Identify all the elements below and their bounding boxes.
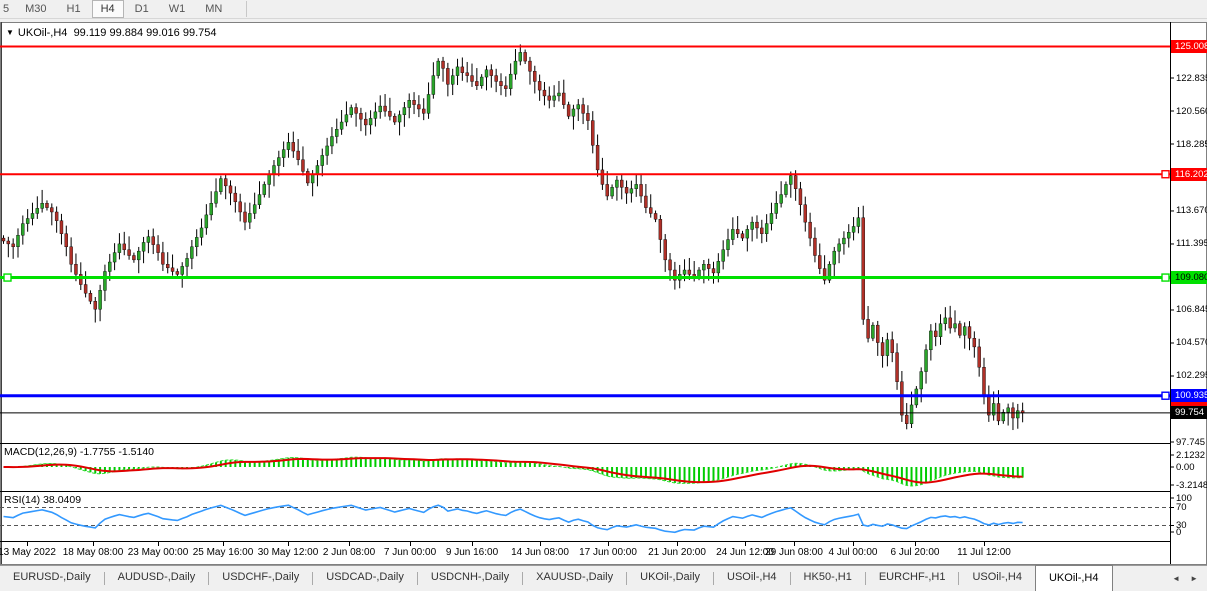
rsi-indicator-label: RSI(14) 38.0409	[4, 494, 82, 506]
price-tick: 120.560	[1176, 105, 1207, 117]
chart-tab-usoil-h4[interactable]: USOil-,H4	[727, 571, 777, 583]
chart-tab-usdcnh-daily[interactable]: USDCNH-,Daily	[430, 571, 510, 583]
macd-scale-tick: 0.00	[1176, 461, 1195, 473]
symbol-tabbar: EURUSD-,Daily AUDUSD-,Daily USDCHF-,Daily U…	[0, 565, 1207, 591]
date-tick-label: 9 Jun 16:00	[445, 547, 499, 558]
chart-tab-usdcad-daily[interactable]: USDCAD-,Daily	[326, 571, 404, 583]
chart-tab-usdchf-daily[interactable]: USDCHF-,Daily	[222, 571, 300, 583]
chart-tab-ukoil-h4[interactable]: UKOil-,H4	[1034, 565, 1113, 591]
rsi-scale-tick: 0	[1176, 526, 1182, 538]
hline-price-badge: 125.008	[1171, 39, 1207, 53]
price-tick: 113.670	[1176, 205, 1207, 217]
price-tick: 111.395	[1176, 238, 1207, 250]
toolbar-separator	[246, 1, 248, 17]
timeframe-toolbar: 5 M30 H1 H4 D1 W1 MN	[0, 0, 1207, 19]
hline-price-badge: 100.935	[1171, 389, 1207, 403]
price-tick: 118.285	[1176, 138, 1207, 150]
price-tick: 106.845	[1176, 304, 1207, 316]
tab-scroll-left-icon[interactable]: ◄	[1172, 574, 1181, 583]
date-tick-label: 17 Jun 00:00	[579, 547, 637, 558]
date-tick-label: 23 May 00:00	[127, 547, 189, 558]
date-tick-label: 6 Jul 20:00	[890, 547, 940, 558]
date-tick-label: 13 May 2022	[0, 547, 56, 558]
timeframe-button-5[interactable]: 5	[3, 3, 10, 15]
hline-price-badge: 109.080	[1171, 271, 1207, 285]
timeframe-button-d1[interactable]: D1	[134, 3, 149, 15]
chart-tab-eurusd-daily[interactable]: EURUSD-,Daily	[13, 571, 91, 583]
date-tick-label: 25 May 16:00	[192, 547, 254, 558]
tab-scroll-arrows: ◄ ►	[1167, 566, 1207, 591]
date-tick-label: 18 May 08:00	[62, 547, 124, 558]
tab-divider	[416, 572, 418, 585]
date-tick-label: 2 Jun 08:00	[322, 547, 376, 558]
tab-divider	[713, 572, 715, 585]
timeframe-button-m30[interactable]: M30	[25, 3, 47, 15]
chevron-down-icon[interactable]: ▼	[6, 28, 14, 37]
current-price-badge: 99.754	[1171, 406, 1207, 420]
tab-divider	[208, 572, 210, 585]
date-tick-label: 30 May 12:00	[257, 547, 319, 558]
macd-scale-tick: 2.1232	[1176, 449, 1206, 461]
tab-divider	[626, 572, 628, 585]
chart-tab-usoil-h4[interactable]: USOil-,H4	[972, 571, 1022, 583]
date-tick-label: 4 Jul 00:00	[828, 547, 878, 558]
hline-price-badge: 116.202	[1171, 167, 1207, 181]
rsi-scale-tick: 70	[1176, 502, 1187, 513]
price-tick: 104.570	[1176, 337, 1207, 349]
chart-tab-audusd-daily[interactable]: AUDUSD-,Daily	[117, 571, 196, 583]
price-tick: 122.835	[1176, 72, 1207, 84]
date-tick-label: 11 Jul 12:00	[957, 547, 1011, 558]
date-tick-label: 21 Jun 20:00	[648, 547, 706, 558]
tab-divider	[103, 572, 105, 585]
macd-indicator-label: MACD(12,26,9) -1.7755 -1.5140	[4, 446, 154, 458]
date-tick-label: 14 Jun 08:00	[511, 547, 569, 558]
macd-scale-tick: -3.2148	[1176, 479, 1207, 491]
chart-title: ▼ UKOil-,H4 99.119 99.884 99.016 99.754	[6, 27, 217, 39]
timeframe-button-w1[interactable]: W1	[168, 3, 186, 15]
chart-tab-eurchf-h1[interactable]: EURCHF-,H1	[878, 571, 946, 583]
date-tick-label: 29 Jun 08:00	[765, 547, 823, 558]
tab-divider	[312, 572, 314, 585]
tab-divider	[958, 572, 960, 585]
chart-tab-hk50-h1[interactable]: HK50-,H1	[803, 571, 852, 583]
chart-title-ohlc: 99.119 99.884 99.016 99.754	[73, 27, 217, 39]
chart-tab-ukoil-daily[interactable]: UKOil-,Daily	[640, 571, 701, 583]
tab-divider	[522, 572, 524, 585]
tab-divider	[789, 572, 791, 585]
timeframe-button-h4[interactable]: H4	[91, 0, 124, 18]
price-tick: 102.295	[1176, 370, 1207, 382]
chart-tab-xauusd-daily[interactable]: XAUUSD-,Daily	[536, 571, 614, 583]
chart-area[interactable]	[0, 22, 1170, 565]
chart-title-symbol: UKOil-,H4	[17, 27, 68, 39]
tab-divider	[864, 572, 866, 585]
price-tick: 97.745	[1176, 436, 1206, 448]
timeframe-button-mn[interactable]: MN	[205, 3, 223, 15]
date-tick-label: 7 Jun 00:00	[383, 547, 437, 558]
timeframe-button-h1[interactable]: H1	[66, 3, 81, 15]
tab-scroll-right-icon[interactable]: ►	[1190, 574, 1198, 583]
